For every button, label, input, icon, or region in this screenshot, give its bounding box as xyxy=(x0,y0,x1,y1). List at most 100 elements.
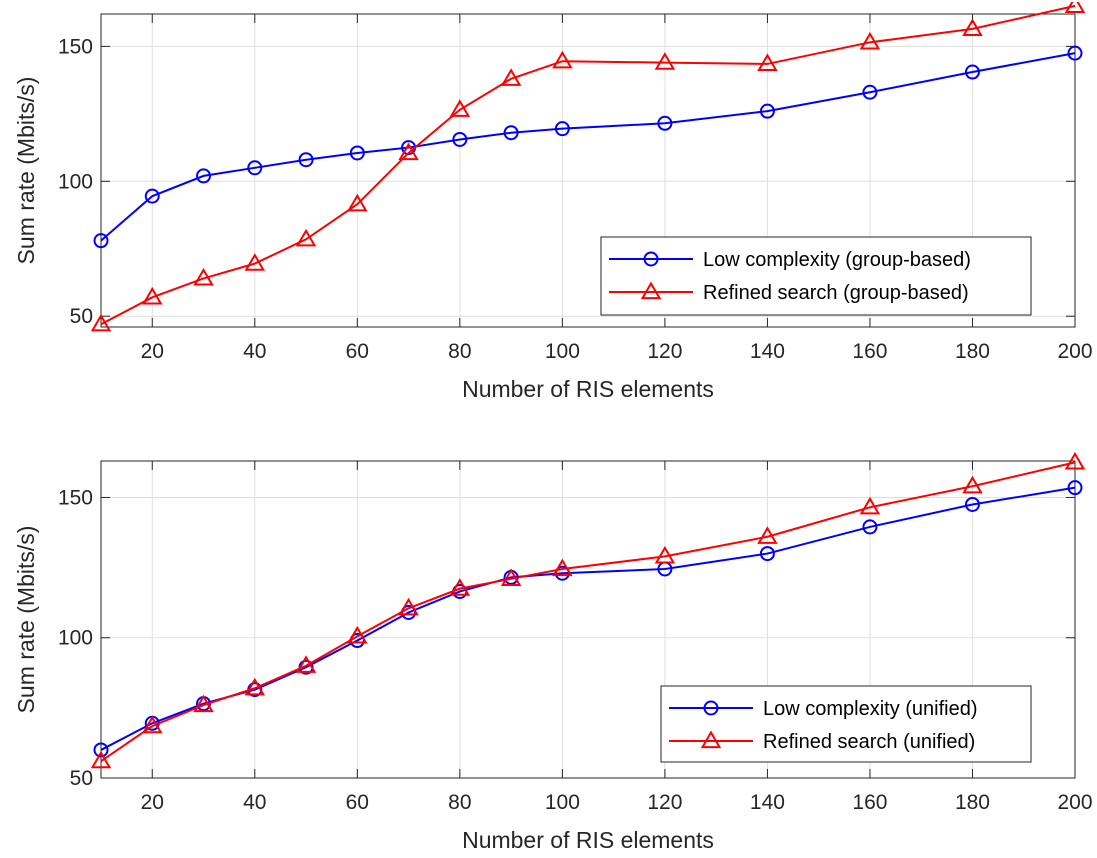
x-tick-label: 120 xyxy=(647,340,682,363)
data-point xyxy=(552,50,573,69)
x-tick-label: 60 xyxy=(346,340,369,363)
data-point xyxy=(93,233,109,249)
plot-top: 20 40 60 80 100 120 140 160 180 200 50 100 150 Number… xyxy=(13,2,1093,402)
legend-label: Low complexity (unified) xyxy=(763,698,978,720)
legend-marker xyxy=(700,730,722,749)
data-point xyxy=(962,18,983,36)
x-tick-label: 80 xyxy=(448,791,471,814)
data-point xyxy=(244,677,266,696)
data-point xyxy=(196,168,212,184)
series-line xyxy=(100,52,1076,242)
x-tick-label: 40 xyxy=(243,791,266,814)
data-point xyxy=(193,694,214,713)
y-tick-label: 100 xyxy=(58,170,93,193)
legend-marker xyxy=(703,700,719,716)
series-group xyxy=(90,451,1086,769)
series-line xyxy=(100,461,1076,762)
data-point xyxy=(657,115,673,131)
legend-marker xyxy=(640,281,662,300)
data-point xyxy=(398,597,419,616)
x-axis-label: Number of RIS elements xyxy=(462,376,714,402)
x-tick-label: 160 xyxy=(852,791,887,814)
data-point xyxy=(247,160,263,176)
data-point xyxy=(759,103,775,119)
x-tick-label: 180 xyxy=(955,340,990,363)
legend: Low complexity (unified) Refined search (… xyxy=(660,685,1032,763)
data-point xyxy=(1064,2,1086,14)
x-tick-label: 200 xyxy=(1057,340,1092,363)
data-point xyxy=(964,496,980,512)
data-point xyxy=(349,145,365,161)
legend-box xyxy=(600,236,1032,316)
data-point xyxy=(295,655,317,673)
y-tick-label: 150 xyxy=(58,35,93,58)
x-tick-label: 140 xyxy=(750,340,785,363)
data-point xyxy=(859,31,881,50)
data-point xyxy=(93,742,109,758)
data-point xyxy=(964,64,980,80)
x-tick-label: 160 xyxy=(852,340,887,363)
data-point xyxy=(503,125,519,141)
y-axis-label: Sum rate (Mbits/s) xyxy=(13,77,39,265)
data-point xyxy=(554,121,570,137)
series-line xyxy=(100,4,1076,326)
data-point xyxy=(1067,45,1083,61)
data-point xyxy=(193,267,214,286)
data-point xyxy=(654,545,676,564)
data-point xyxy=(90,313,112,332)
legend-label: Low complexity (group-based) xyxy=(703,249,971,271)
y-tick-label: 50 xyxy=(70,767,93,790)
data-point xyxy=(347,193,368,212)
x-tick-label: 120 xyxy=(647,791,682,814)
plot-frame xyxy=(100,460,1076,779)
data-point xyxy=(398,142,419,161)
data-point xyxy=(859,496,881,515)
data-point xyxy=(142,286,163,305)
data-point xyxy=(142,715,163,734)
data-point xyxy=(962,475,983,494)
data-point xyxy=(552,558,573,577)
x-tick-label: 20 xyxy=(141,791,164,814)
x-tick-label: 100 xyxy=(545,340,580,363)
series-group xyxy=(90,2,1086,332)
x-tick-label: 80 xyxy=(448,340,471,363)
legend-label: Refined search (unified) xyxy=(763,731,975,753)
x-axis-label: Number of RIS elements xyxy=(462,827,714,853)
x-tick-label: 200 xyxy=(1057,791,1092,814)
data-point xyxy=(654,52,676,70)
legend: Low complexity (group-based) Refined sear… xyxy=(600,236,1032,316)
x-tick-label: 140 xyxy=(750,791,785,814)
data-point xyxy=(500,568,522,586)
data-point xyxy=(295,228,317,247)
data-point xyxy=(1064,451,1086,470)
legend-box xyxy=(660,685,1032,763)
y-tick-label: 100 xyxy=(58,627,93,650)
legend-label: Refined search (group-based) xyxy=(703,282,969,304)
data-point xyxy=(298,152,314,168)
series-group xyxy=(93,45,1083,249)
plot-bottom: 20 40 60 80 100 120 140 160 180 200 50 100 150 Number… xyxy=(13,451,1093,853)
data-point xyxy=(757,526,778,544)
x-tick-label: 100 xyxy=(545,791,580,814)
y-axis-label: Sum rate (Mbits/s) xyxy=(13,526,39,714)
data-point xyxy=(757,53,778,72)
data-point xyxy=(862,519,878,535)
data-point xyxy=(244,253,266,271)
y-tick-label: 50 xyxy=(70,305,93,328)
plot-frame xyxy=(100,13,1076,328)
data-point xyxy=(759,546,775,562)
data-point xyxy=(449,578,471,596)
data-point xyxy=(1067,480,1083,496)
x-tick-label: 180 xyxy=(955,791,990,814)
x-tick-label: 60 xyxy=(346,791,369,814)
y-tick-label: 150 xyxy=(58,486,93,509)
legend-marker xyxy=(643,251,659,267)
x-tick-label: 20 xyxy=(141,340,164,363)
data-point xyxy=(347,625,368,644)
data-point xyxy=(90,750,112,769)
data-point xyxy=(500,68,522,86)
data-point xyxy=(862,84,878,100)
data-point xyxy=(449,99,471,117)
x-tick-label: 40 xyxy=(243,340,266,363)
